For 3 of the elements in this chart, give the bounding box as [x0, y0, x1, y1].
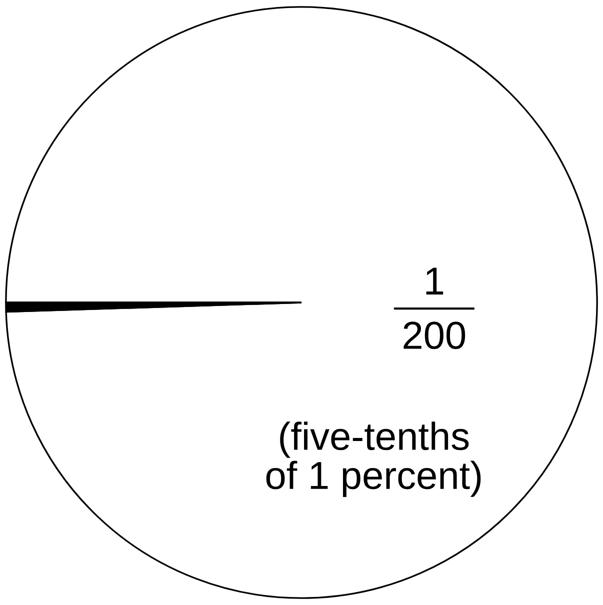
- text: 1: [426, 268, 444, 294]
- text: (five-tenths of 1 percent): [266, 422, 481, 497]
- text: 200: [404, 322, 466, 350]
